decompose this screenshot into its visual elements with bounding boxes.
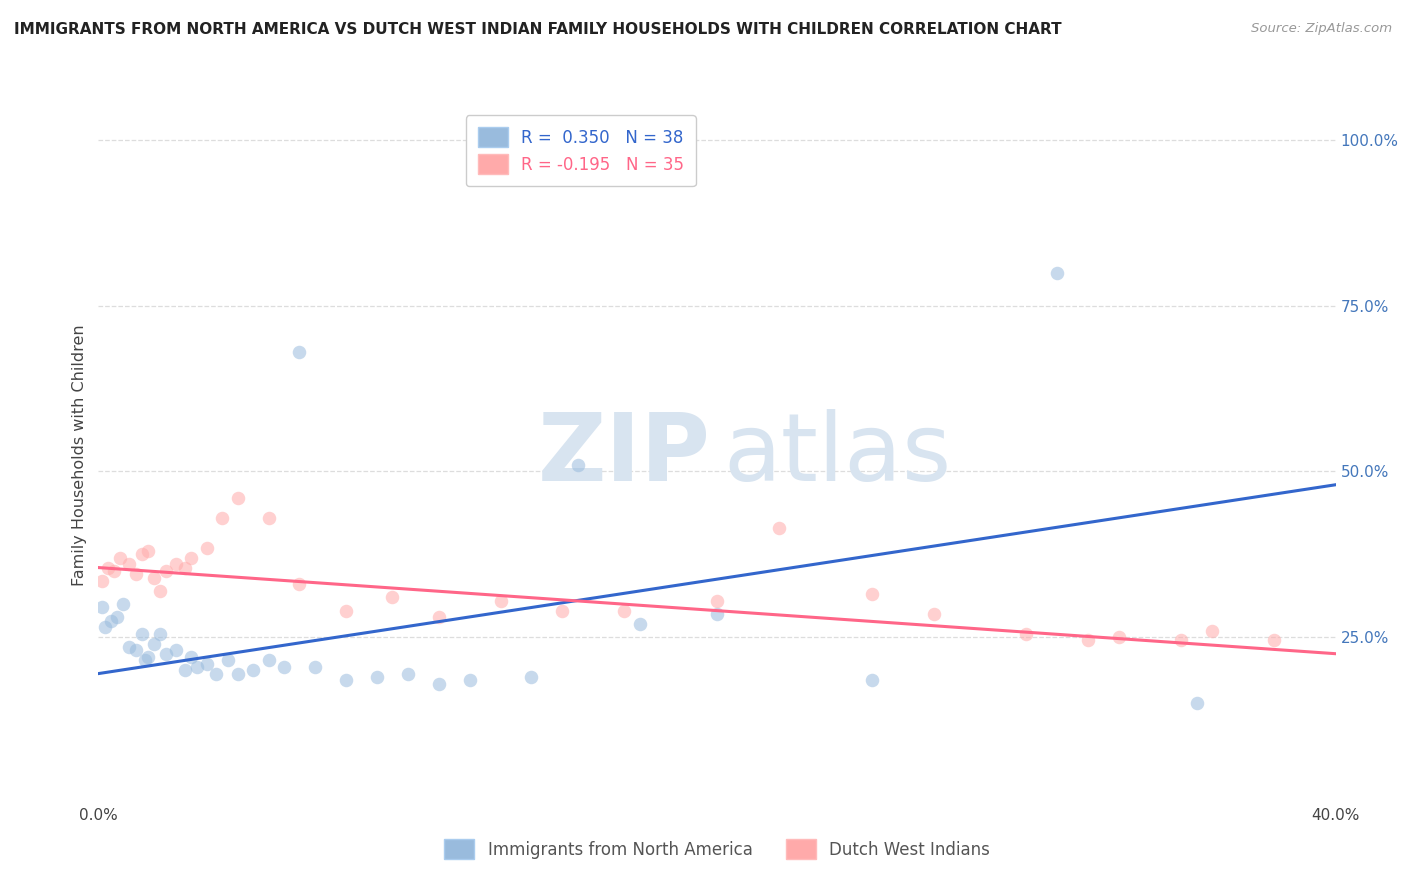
Point [1201, 624, 1223, 638]
Point [180, 650, 202, 665]
Point [165, 643, 187, 657]
Point [174, 663, 197, 677]
Point [1170, 633, 1192, 648]
Point [613, 604, 636, 618]
Point [628, 616, 651, 631]
Point [134, 653, 156, 667]
Point [427, 676, 450, 690]
Text: ZIP: ZIP [538, 409, 711, 501]
Point [304, 660, 326, 674]
Point [335, 673, 357, 688]
Point [381, 591, 404, 605]
Point [131, 627, 153, 641]
Point [706, 593, 728, 607]
Point [103, 564, 125, 578]
Point [112, 597, 135, 611]
Point [226, 491, 249, 505]
Point [427, 610, 450, 624]
Point [257, 511, 280, 525]
Point [1263, 633, 1285, 648]
Point [860, 587, 883, 601]
Point [768, 521, 790, 535]
Text: atlas: atlas [723, 409, 952, 501]
Text: IMMIGRANTS FROM NORTH AMERICA VS DUTCH WEST INDIAN FAMILY HOUSEHOLDS WITH CHILDR: IMMIGRANTS FROM NORTH AMERICA VS DUTCH W… [14, 22, 1062, 37]
Point [922, 607, 945, 621]
Point [1015, 627, 1038, 641]
Point [1108, 630, 1130, 644]
Point [1046, 266, 1069, 280]
Point [458, 673, 481, 688]
Point [211, 511, 233, 525]
Point [136, 650, 159, 665]
Point [105, 610, 128, 624]
Point [136, 544, 159, 558]
Point [108, 550, 131, 565]
Point [149, 583, 172, 598]
Point [520, 670, 543, 684]
Point [90, 600, 112, 615]
Point [93, 620, 115, 634]
Point [124, 567, 146, 582]
Text: Source: ZipAtlas.com: Source: ZipAtlas.com [1251, 22, 1392, 36]
Point [242, 663, 264, 677]
Point [195, 541, 218, 555]
Point [489, 593, 512, 607]
Point [288, 577, 311, 591]
Point [273, 660, 295, 674]
Point [100, 614, 122, 628]
Legend: Immigrants from North America, Dutch West Indians: Immigrants from North America, Dutch Wes… [433, 828, 1001, 871]
Point [180, 550, 202, 565]
Point [174, 560, 197, 574]
Point [860, 673, 883, 688]
Point [706, 607, 728, 621]
Point [165, 558, 187, 572]
Point [118, 640, 141, 654]
Point [396, 666, 419, 681]
Point [143, 637, 166, 651]
Point [195, 657, 218, 671]
Point [118, 558, 141, 572]
Point [335, 604, 357, 618]
Point [551, 604, 574, 618]
Point [155, 647, 177, 661]
Point [1077, 633, 1099, 648]
Point [186, 660, 208, 674]
Point [97, 560, 120, 574]
Point [149, 627, 172, 641]
Point [366, 670, 388, 684]
Point [257, 653, 280, 667]
Point [567, 458, 589, 472]
Y-axis label: Family Households with Children: Family Households with Children [72, 324, 87, 586]
Point [1185, 697, 1208, 711]
Point [155, 564, 177, 578]
Point [131, 547, 153, 561]
Point [143, 570, 166, 584]
Point [288, 345, 311, 359]
Point [124, 643, 146, 657]
Point [217, 653, 239, 667]
Point [90, 574, 112, 588]
Point [226, 666, 249, 681]
Point [205, 666, 228, 681]
